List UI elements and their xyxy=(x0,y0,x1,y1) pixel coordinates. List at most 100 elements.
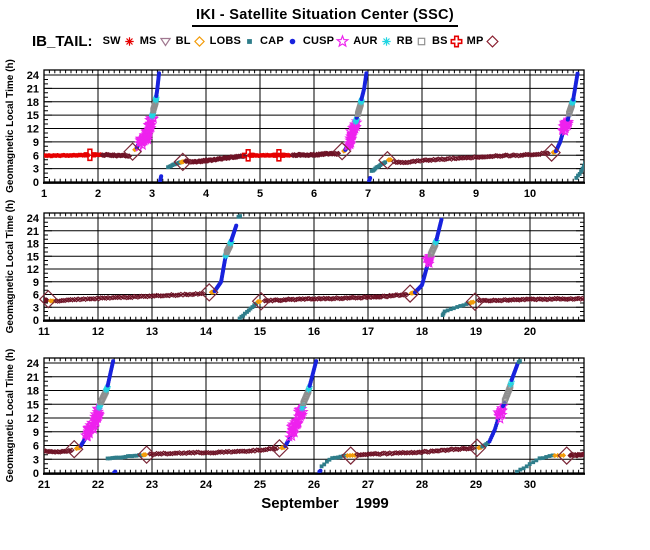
y-axis-title: Geomagnetic Local Time (h) xyxy=(5,59,16,193)
bl-marker-icon xyxy=(193,35,205,47)
svg-text:12: 12 xyxy=(27,264,39,276)
svg-text:24: 24 xyxy=(27,358,40,370)
svg-text:3: 3 xyxy=(33,454,39,466)
cusp-marker-icon xyxy=(335,33,350,47)
svg-text:30: 30 xyxy=(524,479,536,491)
data-points xyxy=(44,71,584,182)
legend-item-sw: SW xyxy=(103,34,137,49)
svg-text:15: 15 xyxy=(27,399,39,411)
svg-text:5: 5 xyxy=(257,188,263,200)
svg-text:18: 18 xyxy=(27,386,39,398)
x-tick-labels: 1 2 3 4 5 6 7 8 9 10 xyxy=(41,188,536,200)
data-points xyxy=(44,214,584,320)
svg-text:29: 29 xyxy=(470,479,482,491)
y-axis-title: Geomagnetic Local Time (h) xyxy=(5,200,16,334)
data-points xyxy=(44,359,584,473)
svg-text:18: 18 xyxy=(27,239,39,251)
axis-ticks xyxy=(43,70,585,183)
svg-text:12: 12 xyxy=(27,413,39,425)
svg-text:12: 12 xyxy=(92,326,104,338)
legend-item-ms: MS xyxy=(140,34,173,49)
svg-text:3: 3 xyxy=(149,188,155,200)
svg-text:13: 13 xyxy=(146,326,158,338)
gridlines xyxy=(44,358,584,473)
svg-text:3: 3 xyxy=(33,164,39,176)
svg-text:26: 26 xyxy=(308,479,320,491)
gridlines xyxy=(44,213,584,320)
x-tick-labels: 11 12 13 14 15 16 17 18 19 20 xyxy=(38,326,536,338)
svg-text:24: 24 xyxy=(27,213,40,225)
svg-text:3: 3 xyxy=(33,302,39,314)
svg-text:15: 15 xyxy=(27,110,39,122)
legend-item-label: AUR xyxy=(353,35,378,47)
svg-text:12: 12 xyxy=(27,124,39,136)
svg-text:4: 4 xyxy=(203,188,210,200)
svg-text:15: 15 xyxy=(27,251,39,263)
legend-items: SW MS BL LOBS CAP CUSP AUR RB BS MP xyxy=(103,33,503,49)
x-tick-labels: 21 22 23 24 25 26 27 28 29 30 xyxy=(38,479,536,491)
legend-item-mp: MP xyxy=(467,34,500,49)
svg-text:14: 14 xyxy=(200,326,213,338)
legend-item-cap: CAP xyxy=(260,34,300,49)
svg-text:18: 18 xyxy=(416,326,428,338)
svg-text:18: 18 xyxy=(27,97,39,109)
axis-ticks xyxy=(43,213,585,321)
legend-item-lobs: LOBS xyxy=(210,34,257,49)
page-title: IKI - Satellite Situation Center (SSC) xyxy=(192,7,458,27)
svg-text:24: 24 xyxy=(200,479,213,491)
svg-text:17: 17 xyxy=(362,326,374,338)
svg-text:19: 19 xyxy=(470,326,482,338)
svg-text:21: 21 xyxy=(27,226,39,238)
gridlines xyxy=(44,70,584,182)
svg-text:1: 1 xyxy=(41,188,47,200)
legend-item-bl: BL xyxy=(176,34,207,49)
svg-text:9: 9 xyxy=(473,188,479,200)
svg-text:6: 6 xyxy=(33,290,39,302)
legend-item-rb: RB xyxy=(397,34,429,49)
svg-text:23: 23 xyxy=(146,479,158,491)
aur-marker-icon xyxy=(381,36,391,46)
svg-text:15: 15 xyxy=(254,326,266,338)
legend-item-label: MP xyxy=(466,35,484,47)
legend-title: IB_TAIL: xyxy=(32,32,93,50)
legend-item-aur: AUR xyxy=(353,34,393,49)
svg-text:9: 9 xyxy=(33,277,39,289)
lobs-marker-icon xyxy=(247,38,252,44)
mp-marker-icon xyxy=(485,34,499,48)
svg-text:10: 10 xyxy=(524,188,536,200)
svg-text:9: 9 xyxy=(33,137,39,149)
svg-text:22: 22 xyxy=(92,479,104,491)
ms-marker-icon xyxy=(159,37,171,47)
svg-text:11: 11 xyxy=(38,326,50,338)
svg-text:21: 21 xyxy=(38,479,50,491)
svg-text:6: 6 xyxy=(33,150,39,162)
legend-item-label: RB xyxy=(396,35,413,47)
svg-text:7: 7 xyxy=(365,188,371,200)
svg-text:21: 21 xyxy=(27,83,39,95)
svg-text:9: 9 xyxy=(33,427,39,439)
y-axis-title: Geomagnetic Local Time (h) xyxy=(5,349,16,483)
legend-item-cusp: CUSP xyxy=(303,33,350,49)
svg-text:8: 8 xyxy=(419,188,425,200)
svg-text:0: 0 xyxy=(33,468,39,480)
svg-text:6: 6 xyxy=(311,188,317,200)
legend-item-label: CAP xyxy=(260,35,284,47)
legend-item-label: LOBS xyxy=(209,35,242,47)
bs-marker-icon xyxy=(450,35,463,47)
svg-text:6: 6 xyxy=(33,441,39,453)
svg-text:24: 24 xyxy=(27,70,40,82)
svg-text:27: 27 xyxy=(362,479,374,491)
svg-text:20: 20 xyxy=(524,326,536,338)
svg-text:0: 0 xyxy=(33,177,39,189)
legend: IB_TAIL: SW MS BL LOBS CAP CUSP AUR RB BS MP xyxy=(32,31,632,51)
axis-ticks xyxy=(43,358,585,474)
svg-text:2: 2 xyxy=(95,188,101,200)
